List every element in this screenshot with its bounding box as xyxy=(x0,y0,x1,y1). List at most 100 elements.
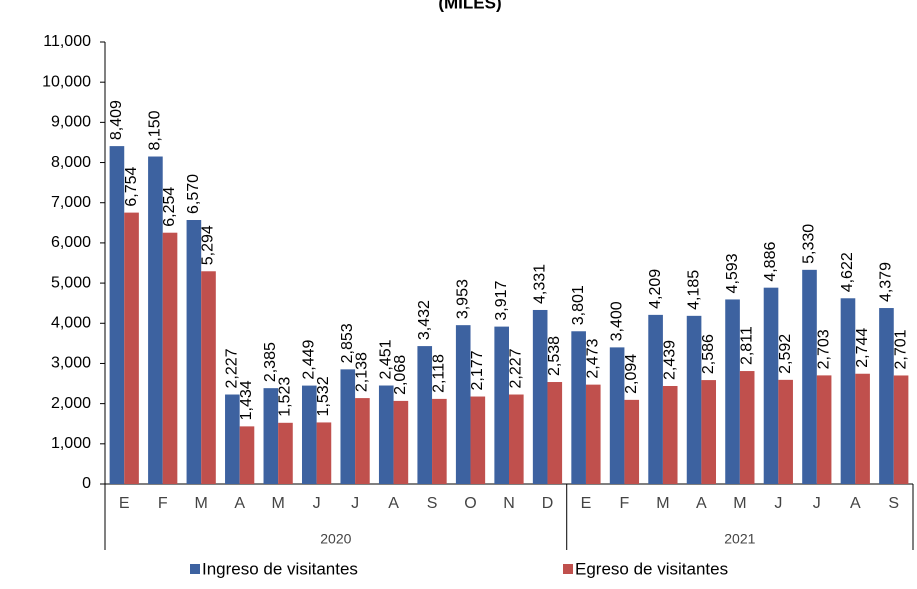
y-tick-label: 7,000 xyxy=(51,194,91,211)
x-tick-label: E xyxy=(119,495,130,512)
legend-swatch xyxy=(563,564,573,574)
y-tick-label: 3,000 xyxy=(51,355,91,372)
group-label: 2021 xyxy=(724,531,755,547)
x-tick-label: M xyxy=(656,495,669,512)
value-label: 2,449 xyxy=(301,339,318,379)
bar xyxy=(470,396,486,484)
x-tick-label: A xyxy=(388,495,399,512)
value-label: 2,473 xyxy=(584,338,601,378)
value-label: 8,150 xyxy=(147,110,164,150)
y-tick-label: 0 xyxy=(82,475,91,492)
bar xyxy=(686,315,702,484)
bar xyxy=(840,298,856,484)
value-label: 1,532 xyxy=(315,376,332,416)
value-label: 8,409 xyxy=(108,100,125,140)
bar xyxy=(301,385,317,484)
bar xyxy=(509,394,524,484)
bar xyxy=(201,271,216,484)
value-label: 4,886 xyxy=(762,242,779,282)
bar xyxy=(662,385,678,484)
x-tick-label: E xyxy=(581,495,592,512)
y-tick-label: 10,000 xyxy=(42,73,91,90)
value-label: 2,451 xyxy=(377,339,394,379)
value-label: 3,953 xyxy=(454,279,471,319)
value-label: 2,744 xyxy=(854,328,871,368)
value-label: 2,138 xyxy=(354,352,371,392)
bar xyxy=(802,269,817,484)
bar xyxy=(893,375,909,484)
x-tick-label: D xyxy=(542,495,554,512)
y-tick-label: 11,000 xyxy=(43,33,91,50)
x-tick-label: F xyxy=(158,495,168,512)
x-tick-label: M xyxy=(195,495,208,512)
bar xyxy=(393,400,409,484)
value-label: 2,439 xyxy=(661,340,678,380)
bar xyxy=(148,156,163,484)
value-label: 3,801 xyxy=(570,285,587,325)
bar xyxy=(239,426,255,484)
value-label: 2,118 xyxy=(431,354,448,393)
bar xyxy=(739,371,755,484)
bar xyxy=(763,287,779,484)
x-tick-label: J xyxy=(313,495,321,512)
value-label: 5,294 xyxy=(200,225,217,265)
x-tick-label: N xyxy=(503,495,515,512)
bar xyxy=(532,309,548,484)
value-label: 6,570 xyxy=(185,174,202,214)
bar xyxy=(547,382,563,484)
x-tick-label: J xyxy=(351,495,359,512)
legend-label: Egreso de visitantes xyxy=(575,559,728,578)
value-label: 2,068 xyxy=(392,355,409,395)
chart-title: (MILES) xyxy=(438,0,501,12)
bar xyxy=(124,212,139,484)
x-tick-label: O xyxy=(464,495,476,512)
x-tick-label: J xyxy=(774,495,782,512)
y-tick-label: 8,000 xyxy=(51,154,91,171)
value-label: 6,254 xyxy=(161,187,178,227)
bar xyxy=(648,314,663,484)
value-label: 1,523 xyxy=(277,377,294,417)
value-label: 2,385 xyxy=(262,342,279,382)
group-label: 2020 xyxy=(320,531,351,547)
value-label: 4,331 xyxy=(531,264,548,304)
value-label: 5,330 xyxy=(801,224,818,264)
x-tick-label: M xyxy=(271,495,284,512)
bar xyxy=(355,398,370,484)
y-tick-label: 1,000 xyxy=(51,435,91,452)
y-tick-label: 6,000 xyxy=(51,234,91,251)
bar xyxy=(816,375,832,484)
value-label: 3,400 xyxy=(608,301,625,341)
value-label: 1,434 xyxy=(238,380,255,420)
y-tick-label: 4,000 xyxy=(51,314,91,331)
legend-swatch xyxy=(190,564,200,574)
bar xyxy=(725,299,740,484)
x-tick-label: S xyxy=(427,495,438,512)
bar xyxy=(494,326,509,484)
value-label: 2,811 xyxy=(738,326,755,365)
y-tick-label: 5,000 xyxy=(51,274,91,291)
value-label: 2,703 xyxy=(815,329,832,369)
bar xyxy=(778,379,793,484)
value-label: 2,094 xyxy=(623,354,640,394)
bar xyxy=(455,325,471,484)
bar xyxy=(186,220,202,485)
legend-label: Ingreso de visitantes xyxy=(202,559,358,578)
value-label: 4,379 xyxy=(878,262,895,302)
bar xyxy=(624,399,640,484)
value-label: 6,754 xyxy=(123,166,140,206)
value-label: 2,227 xyxy=(224,348,241,388)
bar xyxy=(609,347,625,484)
value-label: 3,917 xyxy=(493,280,510,320)
x-tick-label: S xyxy=(888,495,899,512)
value-label: 4,622 xyxy=(839,252,856,292)
x-tick-label: J xyxy=(813,495,821,512)
bar xyxy=(571,331,586,484)
bar xyxy=(263,388,279,484)
value-label: 2,586 xyxy=(700,334,717,374)
bar xyxy=(278,422,293,484)
y-tick-label: 9,000 xyxy=(51,114,91,131)
value-label: 4,185 xyxy=(685,270,702,310)
value-label: 4,209 xyxy=(647,269,664,309)
bar xyxy=(585,384,601,484)
